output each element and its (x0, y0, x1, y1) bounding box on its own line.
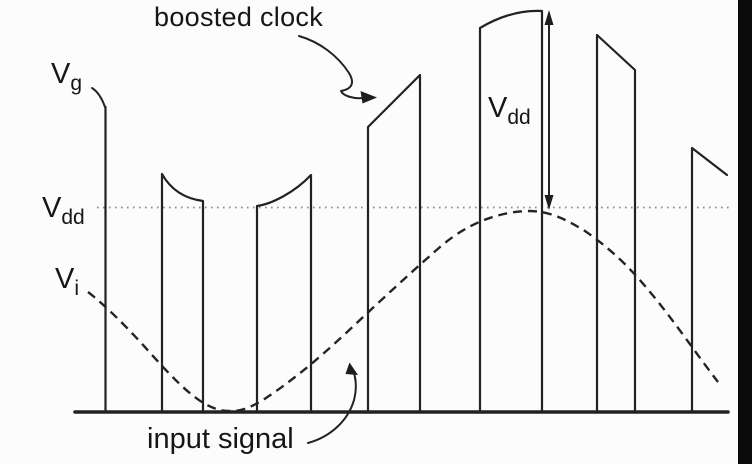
boosted-clock-annotation-arrow (298, 35, 364, 100)
clock-pulse-6-partial (690, 146, 729, 413)
input-voltage-label: Vi (55, 263, 79, 299)
clock-pulse-5 (595, 33, 637, 413)
vdd-level-label: Vdd (42, 192, 85, 228)
vdd-mid-sub: dd (507, 105, 531, 129)
input-signal-arrow-head-icon (345, 362, 358, 375)
vdd-measure-arrow-head-bottom-icon (544, 195, 554, 210)
clock-pulse-4-tallest (478, 9, 544, 413)
scan-edge-bar (738, 0, 752, 464)
boosted-clock-arrow-head-icon (360, 91, 377, 104)
input-signal-annotation: input signal (147, 423, 294, 455)
vdd-mid-main: V (488, 92, 508, 124)
clock-pulse-3 (366, 73, 422, 413)
vg-leader-line (91, 87, 106, 108)
boosted-clock-annotation: boosted clock (154, 2, 323, 32)
vdd-left-main: V (42, 192, 62, 224)
vi-main: V (55, 263, 75, 295)
vdd-measure-arrow-head-top-icon (544, 10, 554, 25)
vg-main: V (51, 58, 71, 90)
input-signal-curve (87, 209, 719, 413)
gate-voltage-label: Vg (51, 58, 82, 94)
clock-pulse-1 (160, 172, 205, 413)
clock-pulse-2 (255, 173, 313, 413)
vdd-span-label: Vdd (488, 92, 531, 128)
input-signal-annotation-arrow (307, 369, 357, 444)
vi-sub: i (74, 276, 80, 300)
vdd-left-sub: dd (61, 205, 85, 229)
vg-sub: g (70, 71, 83, 95)
